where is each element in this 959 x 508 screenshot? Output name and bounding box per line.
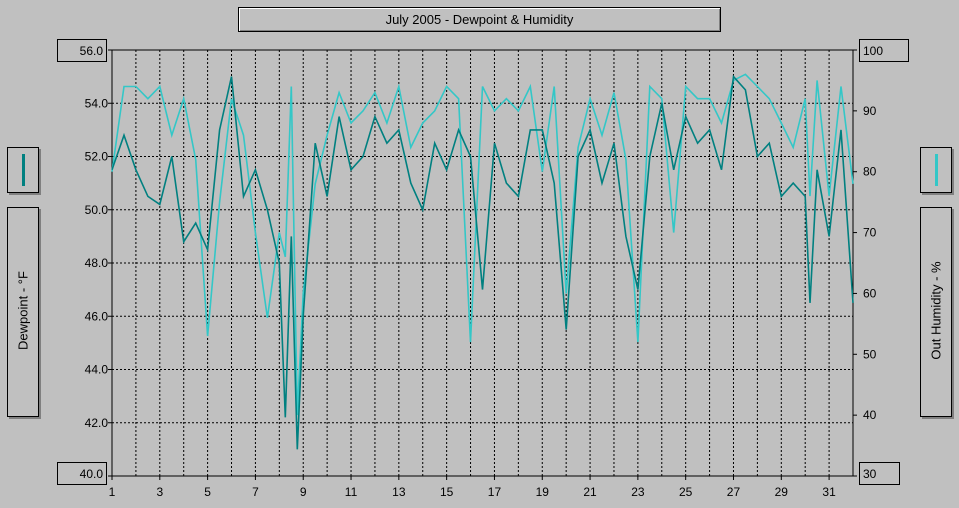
right-tick-label: 80 xyxy=(863,165,877,179)
right-tick-label: 50 xyxy=(863,347,877,361)
x-tick-label: 1 xyxy=(109,485,116,499)
left-top-value: 56.0 xyxy=(79,43,103,58)
left-tick-label: 50.0 xyxy=(85,203,109,217)
left-tick-label: 42.0 xyxy=(85,416,109,430)
x-tick-label: 5 xyxy=(204,485,211,499)
x-tick-label: 7 xyxy=(252,485,259,499)
x-tick-label: 21 xyxy=(583,485,597,499)
humidity-legend-swatch xyxy=(935,154,938,186)
x-tick-label: 11 xyxy=(345,485,358,499)
x-tick-label: 3 xyxy=(156,485,163,499)
chart-title-box: July 2005 - Dewpoint & Humidity xyxy=(238,7,721,32)
right-tick-label: 40 xyxy=(863,408,877,422)
left-tick-label: 54.0 xyxy=(85,96,109,110)
right-axis-label-box: Out Humidity - % xyxy=(920,207,952,417)
x-tick-label: 25 xyxy=(679,485,693,499)
right-legend-box xyxy=(920,147,952,193)
right-tick-label: 90 xyxy=(863,104,877,118)
x-tick-label: 23 xyxy=(631,485,645,499)
left-bottom-value-box: 40.0 xyxy=(57,462,107,485)
left-tick-label: 44.0 xyxy=(85,363,109,377)
left-tick-label: 46.0 xyxy=(85,309,109,323)
right-bottom-value: 30 xyxy=(863,466,877,481)
x-tick-label: 15 xyxy=(440,485,454,499)
right-top-value-box: 100 xyxy=(859,39,909,62)
left-tick-label: 52.0 xyxy=(85,150,109,164)
left-bottom-value: 40.0 xyxy=(79,466,103,481)
x-tick-label: 29 xyxy=(775,485,789,499)
x-tick-label: 19 xyxy=(536,485,550,499)
left-tick-label: 48.0 xyxy=(85,256,109,270)
x-tick-label: 17 xyxy=(488,485,502,499)
left-legend-box xyxy=(7,147,39,193)
right-tick-label: 60 xyxy=(863,286,877,300)
chart-title: July 2005 - Dewpoint & Humidity xyxy=(385,12,574,27)
humidity-series-line xyxy=(111,73,854,416)
dewpoint-series-line xyxy=(111,74,854,450)
x-tick-label: 31 xyxy=(822,485,836,499)
right-tick-label: 70 xyxy=(863,226,877,240)
right-bottom-value-box: 30 xyxy=(859,462,900,485)
dewpoint-legend-swatch xyxy=(22,154,25,186)
x-tick-label: 27 xyxy=(727,485,741,499)
right-top-value: 100 xyxy=(863,43,884,58)
left-top-value-box: 56.0 xyxy=(57,39,107,62)
x-tick-label: 13 xyxy=(392,485,406,499)
x-tick-label: 9 xyxy=(300,485,307,499)
left-axis-label-box: Dewpoint - °F xyxy=(7,207,39,417)
